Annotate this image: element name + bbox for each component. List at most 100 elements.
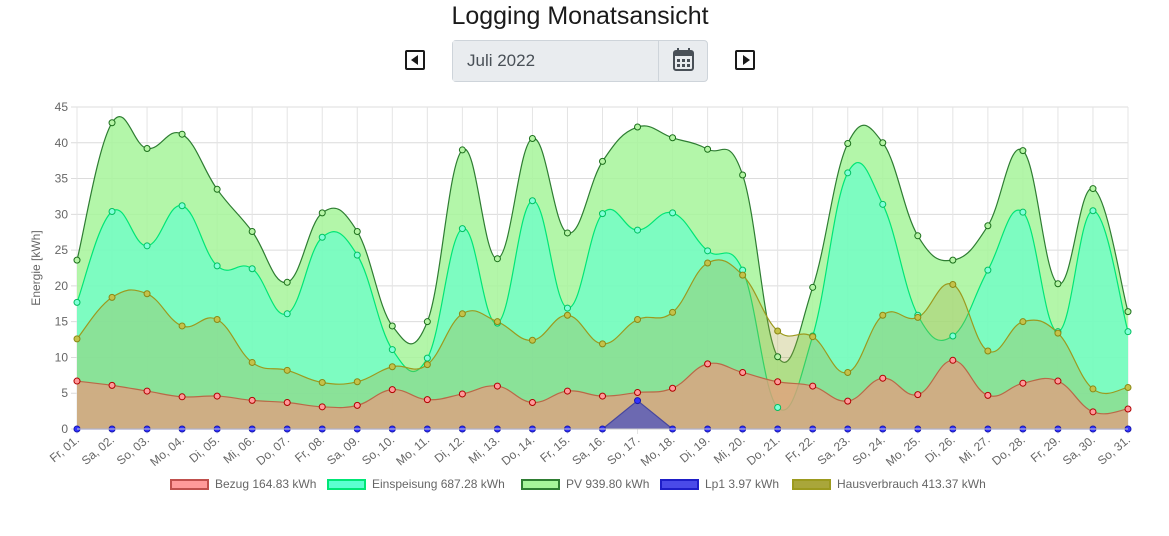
point-einspeisung	[73, 298, 81, 306]
x-tick-label: Mo, 11.	[393, 433, 432, 469]
point-pv	[423, 318, 431, 326]
point-pv	[774, 353, 782, 361]
calendar-button[interactable]	[660, 41, 707, 81]
point-bezug	[108, 381, 116, 389]
legend-swatch	[792, 478, 831, 490]
point-pv	[1019, 147, 1027, 155]
point-einspeisung	[1089, 207, 1097, 215]
point-pv	[353, 228, 361, 236]
point-hausverbrauch	[949, 280, 957, 288]
point-einspeisung	[563, 304, 571, 312]
x-tick-label: Do, 07.	[253, 433, 292, 469]
point-einspeisung	[248, 265, 256, 273]
point-pv	[1089, 185, 1097, 193]
legend-item-hausverbrauch[interactable]: Hausverbrauch 413.37 kWh	[792, 475, 986, 493]
legend-label: Hausverbrauch 413.37 kWh	[837, 477, 986, 491]
point-hausverbrauch	[704, 259, 712, 267]
y-tick-label: 35	[55, 172, 69, 186]
y-tick-label: 30	[55, 207, 69, 221]
x-tick-label: Sa, 16.	[569, 433, 607, 468]
month-input[interactable]: Juli 2022	[453, 41, 659, 81]
point-einspeisung	[844, 169, 852, 177]
point-bezug	[563, 387, 571, 395]
point-pv	[914, 232, 922, 240]
y-tick-label: 25	[55, 243, 69, 257]
point-pv	[493, 255, 501, 263]
point-bezug	[599, 392, 606, 400]
point-hausverbrauch	[634, 316, 642, 324]
chart-legend: Bezug 164.83 kWh Einspeisung 687.28 kWh PV…	[0, 475, 1160, 493]
point-hausverbrauch	[1089, 385, 1097, 393]
point-einspeisung	[634, 226, 642, 234]
legend-item-bezug[interactable]: Bezug 164.83 kWh	[170, 475, 316, 493]
point-hausverbrauch	[809, 333, 817, 341]
y-axis-label: Energie [kWh]	[29, 230, 43, 305]
point-pv	[108, 119, 116, 127]
legend-label: PV 939.80 kWh	[566, 477, 650, 491]
point-einspeisung	[984, 266, 992, 274]
point-bezug	[844, 397, 852, 405]
x-tick-label: Sa, 30.	[1060, 433, 1098, 468]
point-bezug	[213, 392, 221, 400]
point-pv	[634, 123, 642, 131]
point-hausverbrauch	[283, 366, 291, 374]
point-hausverbrauch	[318, 378, 326, 386]
point-bezug	[528, 399, 536, 407]
point-pv	[178, 130, 186, 138]
point-bezug	[353, 401, 361, 409]
point-bezug	[739, 368, 747, 376]
point-pv	[213, 185, 221, 193]
point-bezug	[1019, 379, 1027, 387]
calendar-icon	[673, 48, 694, 71]
point-hausverbrauch	[213, 316, 221, 324]
point-hausverbrauch	[844, 368, 852, 376]
point-pv	[599, 157, 606, 165]
x-tick-label: Mi, 06.	[221, 433, 258, 467]
point-hausverbrauch	[353, 378, 361, 386]
point-pv	[984, 222, 992, 230]
point-pv	[669, 134, 677, 142]
point-bezug	[634, 389, 642, 397]
point-hausverbrauch	[248, 358, 256, 366]
point-lp1	[634, 397, 642, 405]
point-hausverbrauch	[599, 340, 606, 348]
point-hausverbrauch	[914, 313, 922, 321]
x-tick-label: Mo, 04.	[147, 433, 187, 469]
point-pv	[704, 145, 712, 153]
legend-item-lp1[interactable]: Lp1 3.97 kWh	[660, 475, 779, 493]
legend-swatch	[521, 478, 560, 490]
legend-swatch	[170, 478, 209, 490]
point-einspeisung	[213, 262, 221, 270]
point-einspeisung	[1124, 328, 1132, 336]
point-pv	[563, 229, 571, 237]
point-einspeisung	[949, 332, 957, 340]
point-bezug	[949, 356, 957, 364]
caret-right-icon	[743, 55, 750, 65]
legend-item-einspeisung[interactable]: Einspeisung 687.28 kWh	[327, 475, 505, 493]
area-bezug	[77, 360, 1128, 429]
legend-label: Bezug 164.83 kWh	[215, 477, 317, 491]
next-month-button[interactable]	[735, 50, 755, 70]
line-einspeisung	[76, 162, 1129, 411]
legend-item-pv[interactable]: PV 939.80 kWh	[521, 475, 649, 493]
y-tick-label: 0	[61, 422, 68, 436]
point-bezug	[248, 396, 256, 404]
point-einspeisung	[669, 209, 677, 217]
point-bezug	[774, 378, 782, 386]
point-einspeisung	[283, 310, 291, 318]
point-hausverbrauch	[493, 318, 501, 326]
legend-swatch	[327, 478, 366, 490]
point-hausverbrauch	[423, 361, 431, 369]
point-hausverbrauch	[879, 311, 887, 319]
point-bezug	[1124, 405, 1132, 413]
point-bezug	[1089, 408, 1097, 416]
point-pv	[879, 139, 887, 147]
point-einspeisung	[458, 225, 466, 233]
prev-month-button[interactable]	[405, 50, 425, 70]
x-tick-label: Mo, 25.	[883, 433, 923, 469]
point-pv	[844, 139, 852, 147]
legend-swatch	[660, 478, 699, 490]
x-tick-label: Fr, 01.	[47, 433, 82, 466]
x-tick-label: Mi, 27.	[956, 433, 993, 467]
